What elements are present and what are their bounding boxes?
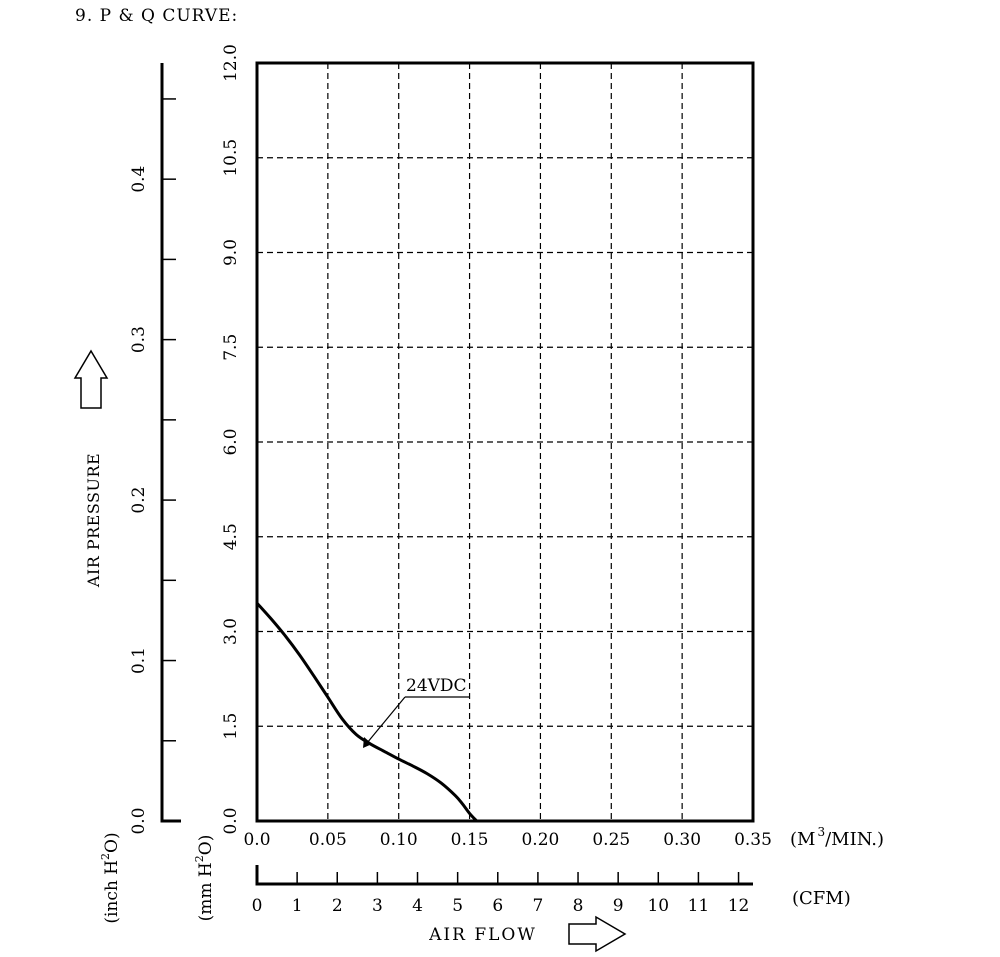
cfm-tick-label: 8 xyxy=(573,896,584,916)
annotation-arrowhead xyxy=(363,737,372,748)
cfm-tick-label: 3 xyxy=(372,896,383,916)
y-inch-axis: 0.0 0.1 0.2 0.3 0.4 xyxy=(129,63,181,835)
arrow-up-icon xyxy=(73,349,109,409)
y-mm-unit-label: (mm H2O) xyxy=(193,835,216,922)
cfm-tick-label: 5 xyxy=(452,896,463,916)
cfm-tick-label: 6 xyxy=(492,896,503,916)
x-tick-label: 0.05 xyxy=(309,830,347,850)
cfm-axis: 0 1 2 3 4 5 6 7 8 9 10 11 12 xyxy=(252,865,753,916)
y-mm-tick-label: 9.0 xyxy=(221,239,241,266)
y-mm-axis-ticks: 0.0 1.5 3.0 4.5 6.0 7.5 9.0 10.5 12.0 xyxy=(221,44,241,834)
cfm-tick-label: 2 xyxy=(332,896,343,916)
y-axis-title: AIR PRESSURE xyxy=(84,453,103,588)
grid-lines xyxy=(257,63,753,821)
y-inch-tick-label: 0.3 xyxy=(129,326,149,353)
cfm-tick-label: 9 xyxy=(613,896,624,916)
y-inch-tick-label: 0.2 xyxy=(129,487,149,514)
x-tick-label: 0.20 xyxy=(521,830,559,850)
section-title: 9. P & Q CURVE: xyxy=(75,6,239,26)
y-mm-tick-label: 1.5 xyxy=(221,713,241,740)
x-unit-label: (M 3/MIN.) xyxy=(790,825,884,850)
x-tick-label: 0.30 xyxy=(663,830,701,850)
x-axis-ticks: 0.0 0.05 0.10 0.15 0.20 0.25 0.30 0.35 xyxy=(243,830,771,850)
y-mm-tick-label: 4.5 xyxy=(221,523,241,550)
y-mm-tick-label: 0.0 xyxy=(221,807,241,834)
x-tick-label: 0.0 xyxy=(243,830,270,850)
annotations: 24VDC xyxy=(363,676,469,748)
x-tick-label: 0.15 xyxy=(451,830,489,850)
annotation-leader-line xyxy=(366,696,406,744)
cfm-tick-label: 1 xyxy=(292,896,303,916)
cfm-tick-label: 12 xyxy=(728,896,750,916)
cfm-tick-label: 7 xyxy=(532,896,543,916)
y-inch-unit-label: (inch H2O) xyxy=(99,832,122,923)
y-inch-tick-label: 0.1 xyxy=(129,647,149,674)
curve-annotation-label: 24VDC xyxy=(406,676,467,696)
y-inch-tick-label: 0.4 xyxy=(129,166,149,193)
y-mm-tick-label: 12.0 xyxy=(221,44,241,82)
cfm-tick-label: 10 xyxy=(647,896,669,916)
cfm-unit-label: (CFM) xyxy=(792,888,851,909)
cfm-tick-label: 0 xyxy=(252,896,263,916)
cfm-tick-label: 11 xyxy=(688,896,710,916)
x-tick-label: 0.35 xyxy=(734,830,772,850)
cfm-tick-label: 4 xyxy=(412,896,423,916)
x-tick-label: 0.10 xyxy=(380,830,418,850)
x-axis-title: AIR FLOW xyxy=(428,925,537,945)
x-tick-label: 0.25 xyxy=(592,830,630,850)
y-mm-tick-label: 10.5 xyxy=(221,139,241,177)
y-mm-tick-label: 6.0 xyxy=(221,428,241,455)
y-mm-tick-label: 7.5 xyxy=(221,334,241,361)
series-line-0 xyxy=(255,602,478,823)
plot-frame xyxy=(255,61,755,823)
y-mm-tick-label: 3.0 xyxy=(221,618,241,645)
arrow-right-icon xyxy=(568,915,627,953)
y-inch-tick-label: 0.0 xyxy=(129,807,149,834)
curves xyxy=(255,602,478,823)
